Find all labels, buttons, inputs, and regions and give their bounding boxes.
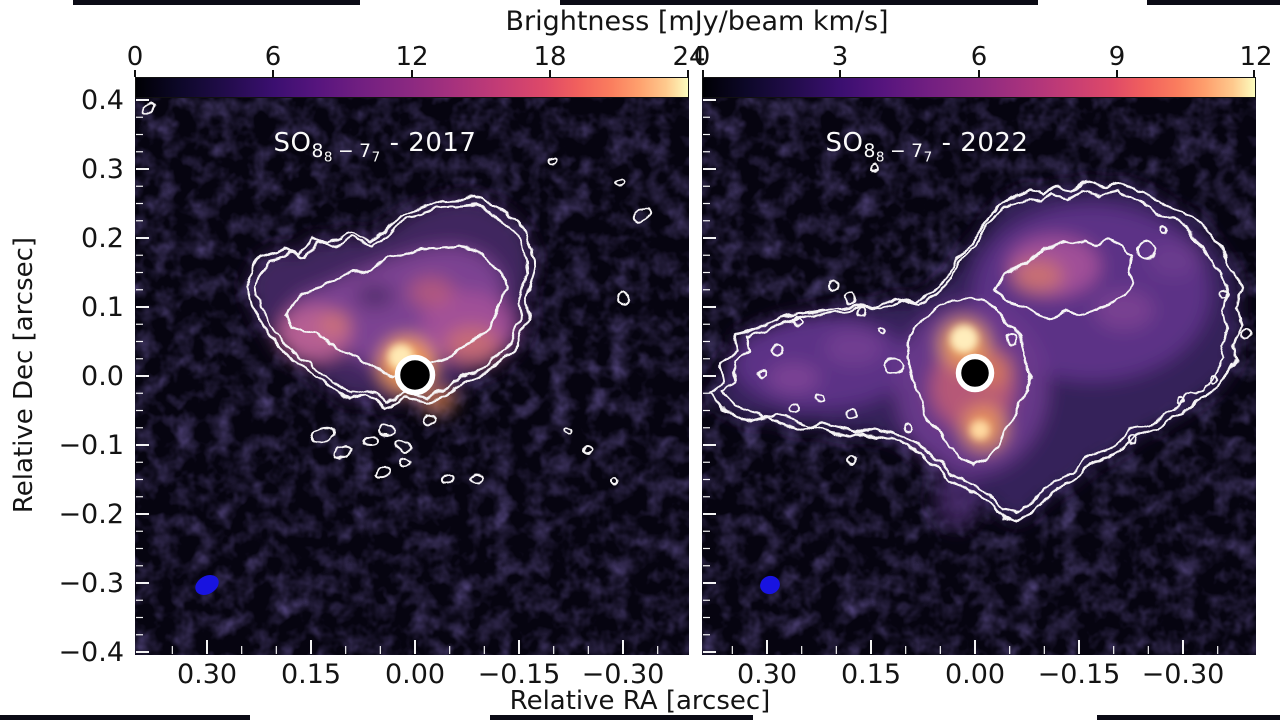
cbar-tickmark bbox=[839, 70, 841, 77]
cbar-right-tick-9: 9 bbox=[1108, 42, 1126, 72]
y-tick-label: 0.4 bbox=[81, 85, 124, 116]
cbar-left-tick-0: 0 bbox=[126, 42, 144, 72]
cbar-tickmark bbox=[272, 70, 274, 77]
frame-artifact-top bbox=[560, 0, 1038, 5]
beam-ellipse-2022 bbox=[760, 575, 780, 595]
y-tick-label: −0.2 bbox=[58, 499, 124, 530]
cbar-tickmark bbox=[134, 70, 136, 77]
frame-artifact-top bbox=[73, 0, 360, 5]
axis-ticks-2022 bbox=[703, 99, 1219, 654]
x-tick-label: 0.15 bbox=[280, 659, 342, 690]
y-tick-label: −0.3 bbox=[58, 568, 124, 599]
x-tick-label: 0.00 bbox=[944, 659, 1006, 690]
contour-islands-2022 bbox=[757, 164, 1252, 465]
epoch-year: - 2022 bbox=[941, 128, 1029, 158]
map-panel-2017: SO88−77- 2017 bbox=[135, 98, 689, 655]
colorbar-title: Brightness [mJy/beam km/s] bbox=[505, 6, 889, 37]
contour-islands-2017 bbox=[140, 102, 652, 485]
cbar-left-tick-12: 12 bbox=[395, 42, 429, 72]
x-tick-label: 0.30 bbox=[176, 659, 238, 690]
panel-label-2022: SO88−77- 2022 bbox=[825, 128, 1029, 166]
frame-artifact-bottom bbox=[490, 715, 753, 720]
beam-ellipse-2017 bbox=[195, 575, 219, 595]
map-2022-image bbox=[702, 98, 1256, 655]
epoch-year: - 2017 bbox=[389, 128, 477, 158]
axis-ticks-2017 bbox=[136, 99, 659, 654]
x-tick-label: −0.30 bbox=[581, 659, 665, 690]
x-tick-label: −0.15 bbox=[477, 659, 561, 690]
cbar-tickmark bbox=[411, 70, 413, 77]
cbar-left-tick-18: 18 bbox=[533, 42, 567, 72]
star-mask-2017 bbox=[394, 354, 436, 396]
map-2017-image bbox=[135, 98, 689, 655]
x-axis-title: Relative RA [arcsec] bbox=[509, 686, 771, 716]
emission-core-2022 bbox=[950, 325, 990, 440]
frame-artifact-bottom bbox=[0, 715, 250, 720]
cbar-right-tick-12: 12 bbox=[1239, 42, 1273, 72]
map-panel-2022: SO88−77- 2022 bbox=[702, 98, 1256, 655]
cbar-tickmark bbox=[702, 70, 704, 77]
cbar-tickmark bbox=[1253, 70, 1255, 77]
y-tick-label: 0.1 bbox=[81, 292, 124, 323]
molecule-name: SO bbox=[825, 128, 864, 158]
cbar-tickmark bbox=[687, 70, 689, 77]
x-tick-label: −0.30 bbox=[1141, 659, 1225, 690]
star-mask-2022 bbox=[955, 353, 995, 393]
panel-label-2017: SO88−77- 2017 bbox=[273, 128, 477, 166]
cbar-left-tick-24: 24 bbox=[672, 42, 706, 72]
emission-2017 bbox=[247, 198, 534, 412]
cbar-left-tick-6: 6 bbox=[264, 42, 282, 72]
x-tick-label: 0.15 bbox=[840, 659, 902, 690]
cbar-right-tick-6: 6 bbox=[970, 42, 988, 72]
y-axis-title: Relative Dec [arcsec] bbox=[9, 236, 39, 514]
frame-artifact-bottom bbox=[1097, 715, 1280, 720]
cbar-tickmark bbox=[549, 70, 551, 77]
y-tick-label: −0.1 bbox=[58, 430, 124, 461]
y-tick-label: −0.4 bbox=[58, 637, 124, 668]
cbar-tickmark bbox=[1116, 70, 1118, 77]
colorbar-right bbox=[702, 77, 1256, 98]
x-tick-label: −0.15 bbox=[1037, 659, 1121, 690]
cbar-right-tick-0: 0 bbox=[693, 42, 711, 72]
molecule-name: SO bbox=[273, 128, 312, 158]
y-tick-label: 0.2 bbox=[81, 223, 124, 254]
colorbar-left bbox=[135, 77, 689, 98]
y-tick-label: 0.3 bbox=[81, 154, 124, 185]
frame-artifact-top bbox=[1147, 0, 1280, 5]
cbar-tickmark bbox=[978, 70, 980, 77]
cbar-right-tick-3: 3 bbox=[831, 42, 849, 72]
x-tick-label: 0.30 bbox=[736, 659, 798, 690]
y-tick-label: 0.0 bbox=[81, 361, 124, 392]
x-tick-label: 0.00 bbox=[384, 659, 446, 690]
